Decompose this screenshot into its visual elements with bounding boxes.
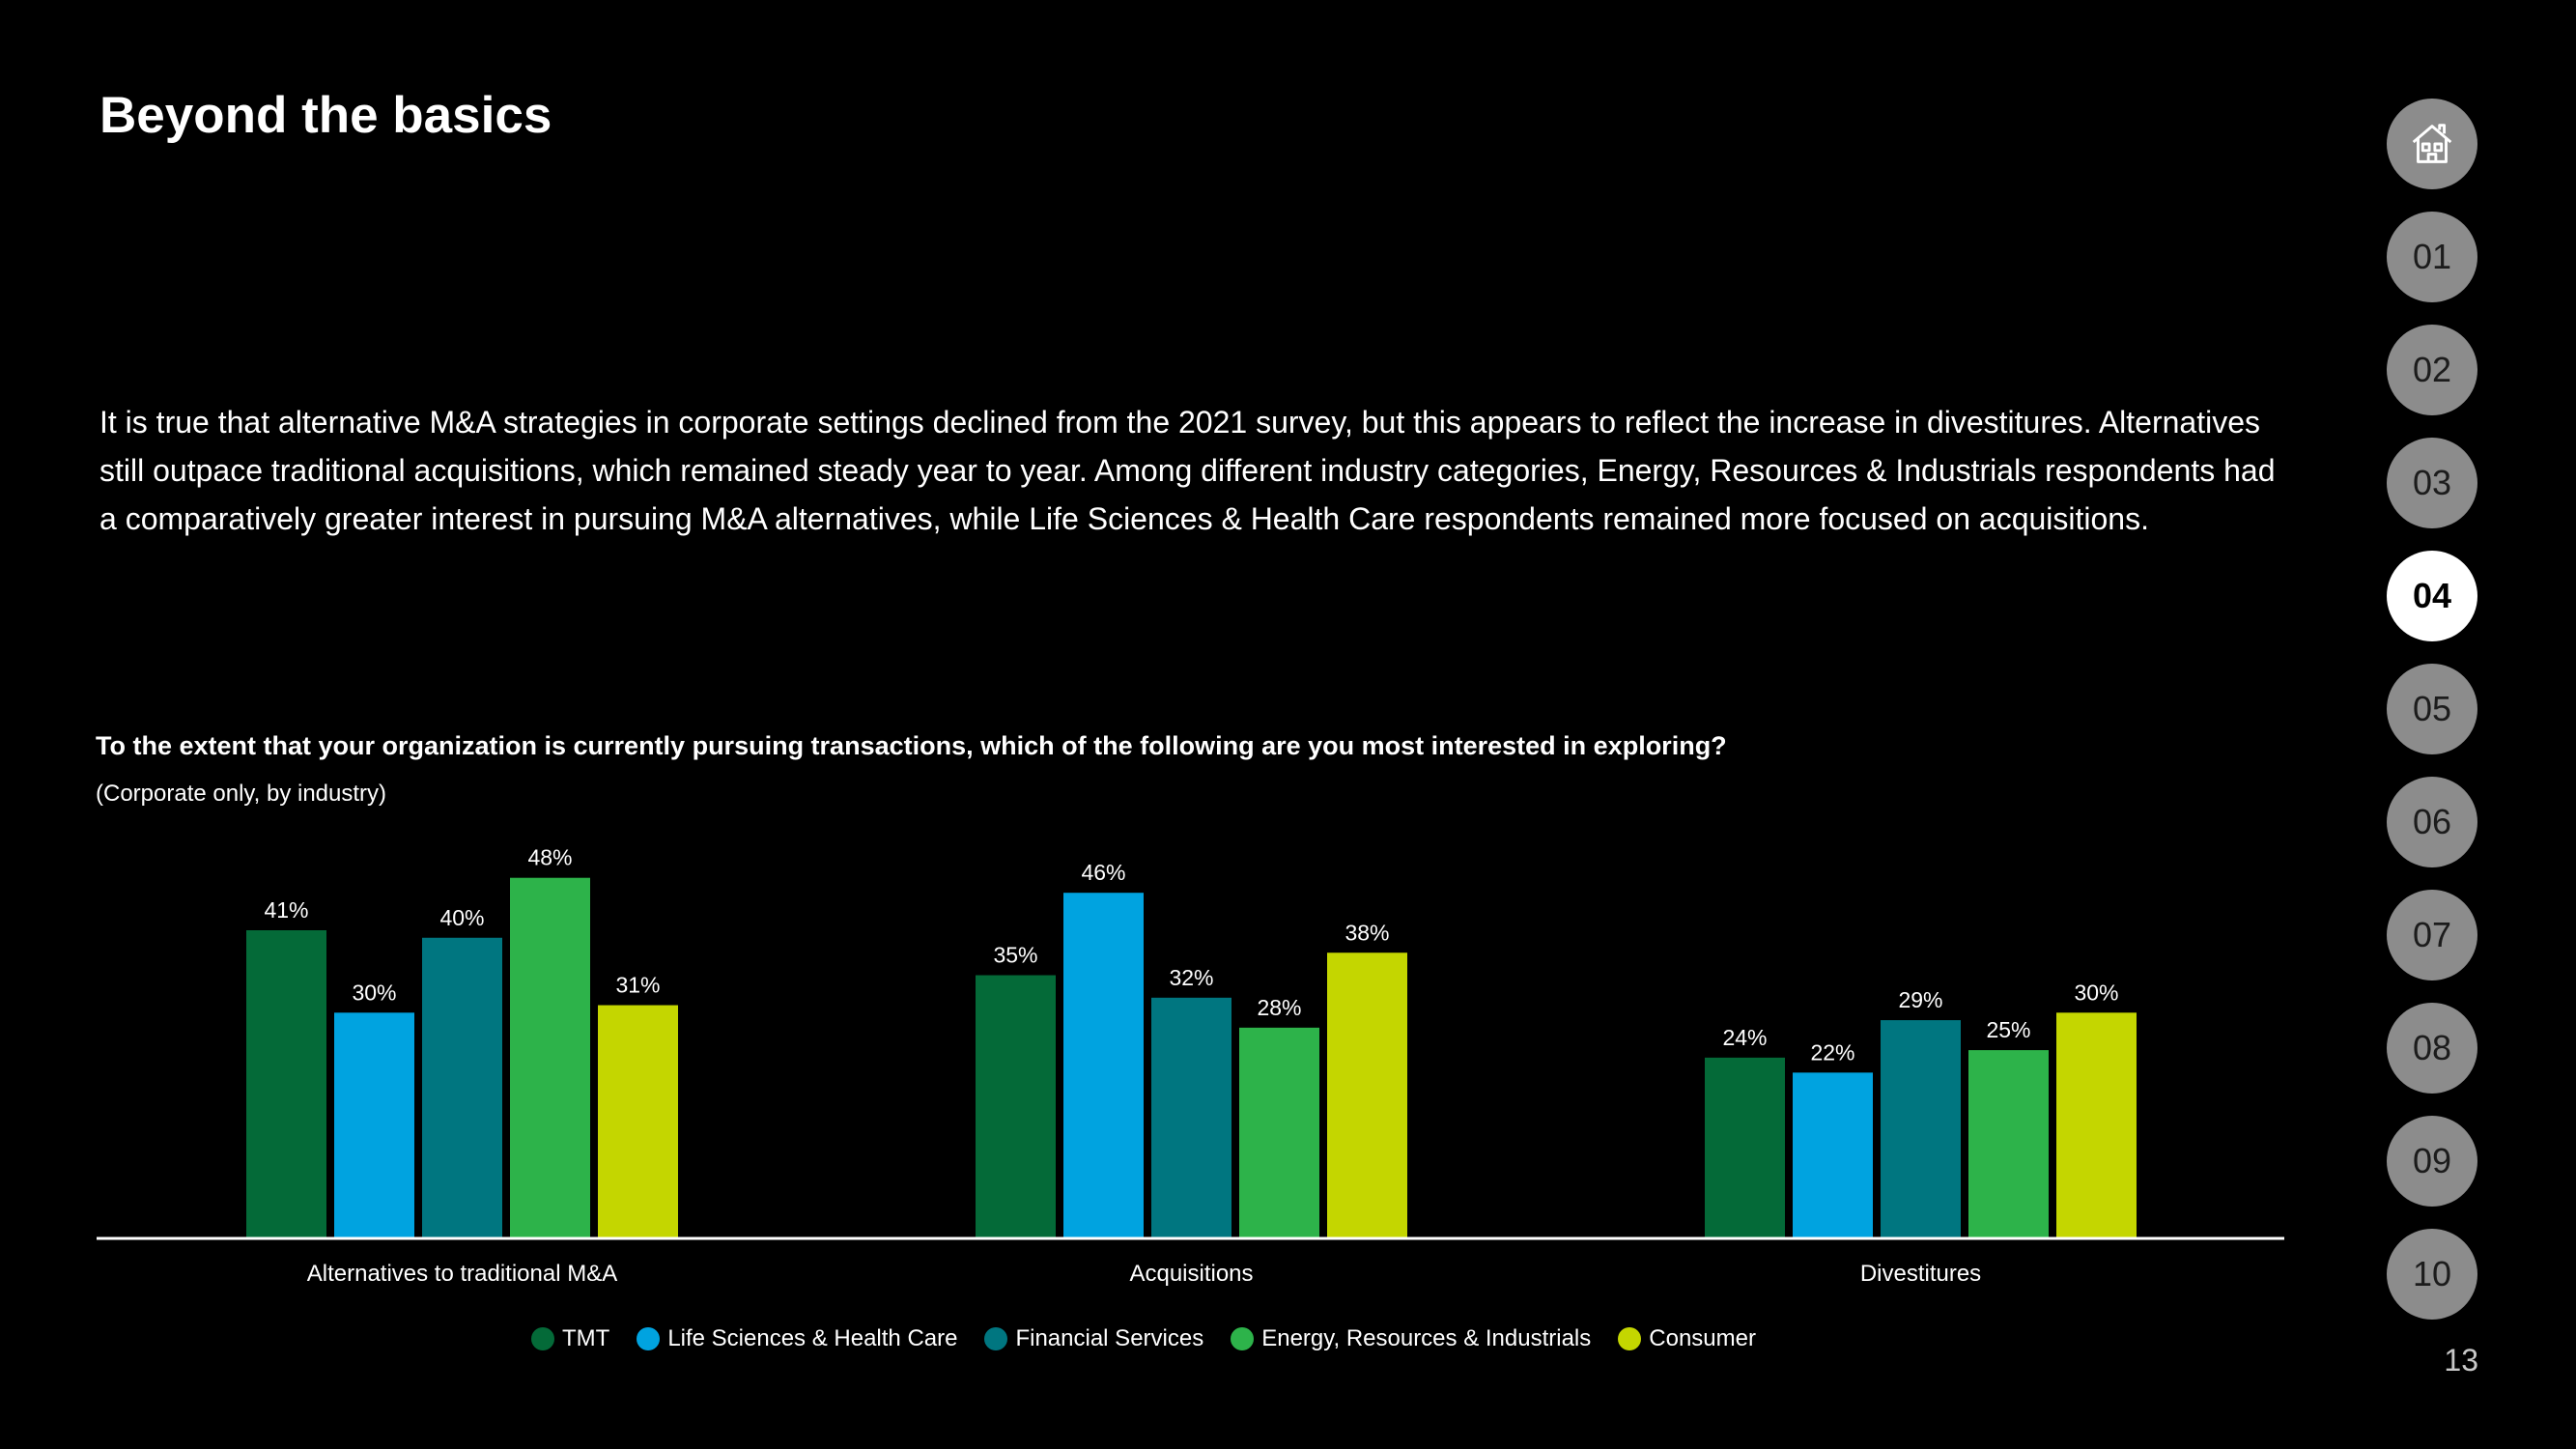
bar-chart: 41% 30% 40% 48% 31% Alternatives to tradition…	[97, 845, 2284, 1287]
bar-2-4	[2056, 1012, 2137, 1237]
data-label-0-2: 40%	[439, 905, 484, 930]
nav-item-10[interactable]: 10	[2387, 1229, 2477, 1320]
chart-subtitle: (Corporate only, by industry)	[96, 781, 387, 807]
bar-1-4	[1327, 952, 1407, 1237]
nav-item-06[interactable]: 06	[2387, 777, 2477, 867]
nav-item-05[interactable]: 05	[2387, 664, 2477, 754]
nav-item-09[interactable]: 09	[2387, 1116, 2477, 1207]
data-label-1-3: 28%	[1257, 995, 1301, 1020]
data-label-1-4: 38%	[1345, 920, 1389, 945]
data-label-0-4: 31%	[615, 973, 660, 998]
nav-item-02[interactable]: 02	[2387, 325, 2477, 415]
bar-1-3	[1239, 1027, 1319, 1237]
bar-2-1	[1793, 1072, 1873, 1237]
data-label-2-0: 24%	[1722, 1025, 1767, 1050]
legend-item-2: Financial Services	[984, 1325, 1203, 1352]
bar-1-1	[1063, 893, 1144, 1237]
bar-0-2	[422, 937, 502, 1237]
category-label-0: Alternatives to traditional M&A	[307, 1261, 617, 1287]
chart-question: To the extent that your organization is …	[96, 731, 1727, 760]
chart-legend: TMT Life Sciences & Health Care Financial …	[0, 1325, 2287, 1352]
data-label-2-4: 30%	[2074, 980, 2118, 1005]
bar-0-0	[246, 930, 326, 1237]
data-label-1-2: 32%	[1169, 965, 1213, 990]
category-label-1: Acquisitions	[1129, 1261, 1253, 1287]
nav-item-08[interactable]: 08	[2387, 1003, 2477, 1094]
legend-swatch	[531, 1327, 554, 1350]
nav-item-04[interactable]: 04	[2387, 551, 2477, 641]
bar-0-3	[510, 877, 590, 1237]
legend-swatch	[637, 1327, 661, 1350]
data-label-2-3: 25%	[1986, 1017, 2030, 1042]
data-label-0-0: 41%	[264, 897, 308, 923]
bar-0-1	[334, 1012, 414, 1237]
bar-1-0	[976, 975, 1056, 1237]
nav-item-03[interactable]: 03	[2387, 438, 2477, 528]
legend-label: Energy, Resources & Industrials	[1261, 1325, 1592, 1351]
legend-label: Financial Services	[1015, 1325, 1204, 1351]
legend-label: Consumer	[1649, 1325, 1756, 1351]
data-label-0-3: 48%	[527, 845, 572, 870]
bar-2-0	[1705, 1057, 1785, 1237]
legend-item-4: Consumer	[1618, 1325, 1756, 1352]
legend-swatch	[1231, 1327, 1255, 1350]
data-label-2-1: 22%	[1810, 1039, 1854, 1065]
nav-item-01[interactable]: 01	[2387, 212, 2477, 302]
data-label-1-0: 35%	[993, 943, 1037, 968]
data-label-0-1: 30%	[352, 980, 396, 1005]
legend-item-3: Energy, Resources & Industrials	[1231, 1325, 1591, 1352]
data-label-1-1: 46%	[1081, 860, 1125, 885]
home-icon	[2404, 116, 2460, 172]
intro-paragraph: It is true that alternative M&A strategi…	[99, 405, 2276, 536]
data-label-2-2: 29%	[1898, 987, 1942, 1012]
legend-item-1: Life Sciences & Health Care	[637, 1325, 957, 1352]
legend-item-0: TMT	[531, 1325, 609, 1352]
bar-2-2	[1881, 1020, 1961, 1237]
home-button[interactable]	[2387, 99, 2477, 189]
legend-swatch	[984, 1327, 1008, 1350]
page-title: Beyond the basics	[99, 87, 552, 144]
legend-label: TMT	[562, 1325, 610, 1351]
legend-label: Life Sciences & Health Care	[667, 1325, 958, 1351]
bar-0-4	[598, 1005, 678, 1237]
page-number: 13	[2444, 1343, 2478, 1378]
nav-item-07[interactable]: 07	[2387, 890, 2477, 980]
category-label-2: Divestitures	[1860, 1261, 1981, 1287]
bar-1-2	[1151, 997, 1231, 1237]
bar-2-3	[1968, 1050, 2049, 1237]
legend-swatch	[1618, 1327, 1642, 1350]
